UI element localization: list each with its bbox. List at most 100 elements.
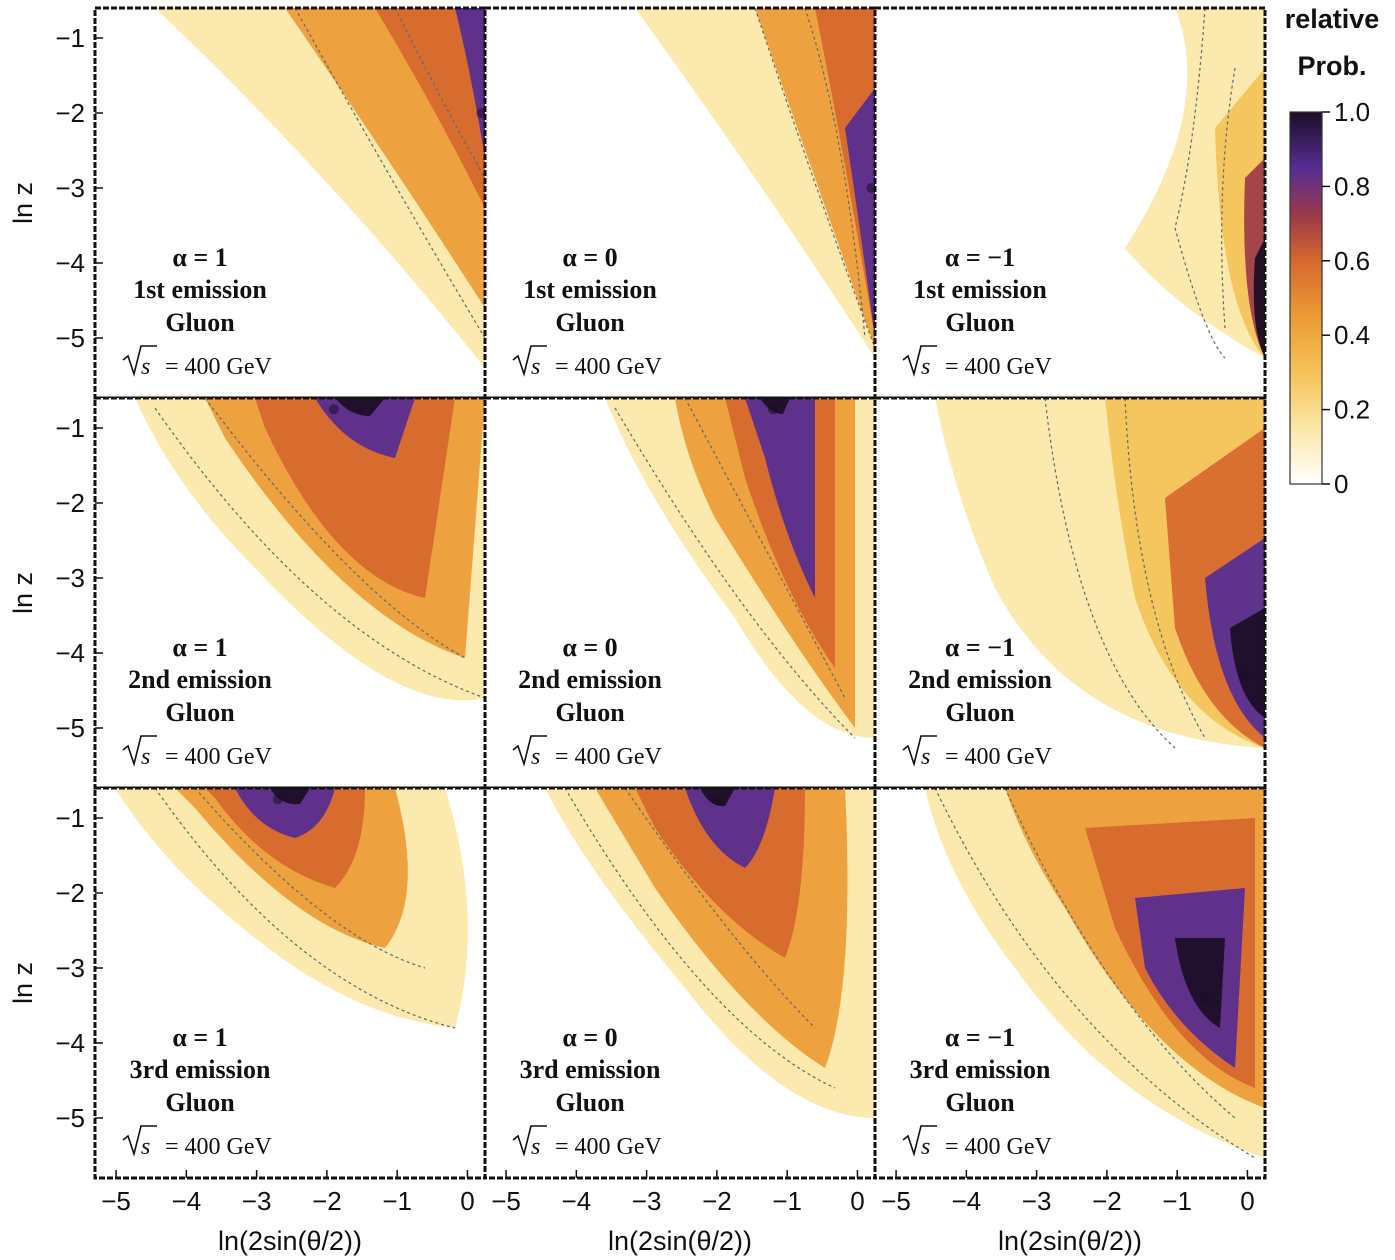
contour-line	[754, 8, 875, 349]
peak-marker	[1238, 670, 1249, 681]
sqrt-s-variable: s	[921, 354, 930, 380]
panel-particle-label: Gluon	[945, 308, 1015, 337]
sqrt-symbol	[122, 1125, 157, 1157]
density-region	[845, 88, 875, 338]
density-region	[805, 8, 875, 338]
panel-alpha-label: α = 1	[172, 1023, 227, 1052]
colorbar: relative Prob. 1.0 0.8 0.6 0.4 0.2 0	[1285, 4, 1380, 499]
x-axis-label: ln(2sin(θ/2))	[218, 1226, 362, 1256]
contour-line	[154, 788, 456, 1029]
density-region	[265, 788, 310, 805]
peak-marker	[866, 183, 875, 193]
y-tick-label: −4	[55, 1028, 85, 1058]
panel-particle-label: Gluon	[555, 1088, 625, 1117]
x-tick-label: −2	[702, 1186, 732, 1216]
sqrt-symbol	[122, 735, 157, 767]
x-tick-label: −2	[312, 1186, 342, 1216]
contour-line	[934, 788, 1256, 1159]
contour-line	[1044, 398, 1176, 749]
y-tick-label: −5	[55, 1103, 85, 1133]
panel-density	[1125, 8, 1265, 359]
panel-energy-label: = 400 GeV	[555, 744, 663, 770]
panel-energy-label: = 400 GeV	[945, 744, 1053, 770]
contour-line	[154, 407, 485, 699]
colorbar-tick-label: 0.2	[1334, 395, 1370, 425]
panel-energy-label: = 400 GeV	[165, 354, 273, 380]
panel-particle-label: Gluon	[165, 308, 235, 337]
sqrt-s-variable: s	[531, 744, 540, 770]
panel-density	[95, 8, 485, 368]
density-region	[1175, 938, 1225, 1028]
contour-line	[1124, 398, 1206, 739]
x-tick-label: −5	[491, 1186, 521, 1216]
contour-line	[394, 8, 485, 179]
density-region	[675, 788, 775, 868]
colorbar-tick-label: 0.4	[1334, 320, 1370, 350]
panel-emission-label: 3rd emission	[130, 1055, 271, 1084]
y-tick-label: −5	[55, 323, 85, 353]
panel-alpha-label: α = 0	[562, 243, 617, 272]
contour-line	[614, 407, 856, 739]
contour-line	[684, 398, 846, 699]
panel-density	[545, 788, 875, 1118]
density-region	[330, 398, 385, 416]
y-tick-label: −5	[55, 713, 85, 743]
peak-marker	[272, 794, 283, 805]
panel-alpha-label: α = 1	[172, 243, 227, 272]
y-tick-label: −1	[55, 413, 85, 443]
sqrt-s-variable: s	[531, 354, 540, 380]
panel-energy-label: = 400 GeV	[555, 354, 663, 380]
density-region	[335, 8, 485, 208]
panel-density	[635, 8, 875, 358]
peak-marker	[1200, 993, 1211, 1003]
x-axis-label: ln(2sin(θ/2))	[998, 1226, 1142, 1256]
y-tick-label: −4	[55, 638, 85, 668]
x-tick-label: −1	[382, 1186, 412, 1216]
y-tick-label: −3	[55, 563, 85, 593]
panel-particle-label: Gluon	[945, 698, 1015, 727]
sqrt-s-variable: s	[921, 744, 930, 770]
y-tick-label: −2	[55, 98, 85, 128]
panel-energy-label: = 400 GeV	[165, 744, 273, 770]
sqrt-symbol	[512, 345, 547, 377]
x-tick-label: 0	[1240, 1186, 1254, 1216]
colorbar-title-line2: Prob.	[1297, 51, 1366, 81]
sqrt-symbol	[512, 735, 547, 767]
density-region	[745, 398, 815, 598]
sqrt-s-variable: s	[921, 1134, 930, 1160]
y-tick-label: −1	[55, 803, 85, 833]
panel-emission-label: 2nd emission	[908, 665, 1052, 694]
x-tick-label: −4	[562, 1186, 592, 1216]
x-tick-label: −4	[952, 1186, 982, 1216]
colorbar-gradient	[1289, 111, 1323, 485]
panel-frame	[873, 396, 1267, 790]
sqrt-symbol	[902, 735, 937, 767]
panel-emission-label: 3rd emission	[520, 1055, 661, 1084]
y-tick-label: −3	[55, 953, 85, 983]
contour-line	[624, 788, 816, 1029]
peak-marker	[711, 794, 722, 805]
peak-marker	[768, 404, 779, 415]
peak-marker	[476, 108, 485, 118]
peak-marker	[328, 404, 339, 415]
contour-line	[804, 8, 866, 339]
panel-density	[925, 788, 1265, 1159]
y-tick-label: −3	[55, 173, 85, 203]
x-tick-label: 0	[460, 1186, 474, 1216]
y-tick-label: −2	[55, 488, 85, 518]
panel-alpha-label: α = 0	[562, 1023, 617, 1052]
panel-particle-label: Gluon	[555, 308, 625, 337]
panel-density	[115, 788, 468, 1029]
density-region	[255, 398, 455, 598]
sqrt-s-variable: s	[141, 1134, 150, 1160]
panel-density	[135, 398, 485, 701]
panel-energy-label: = 400 GeV	[165, 1134, 273, 1160]
